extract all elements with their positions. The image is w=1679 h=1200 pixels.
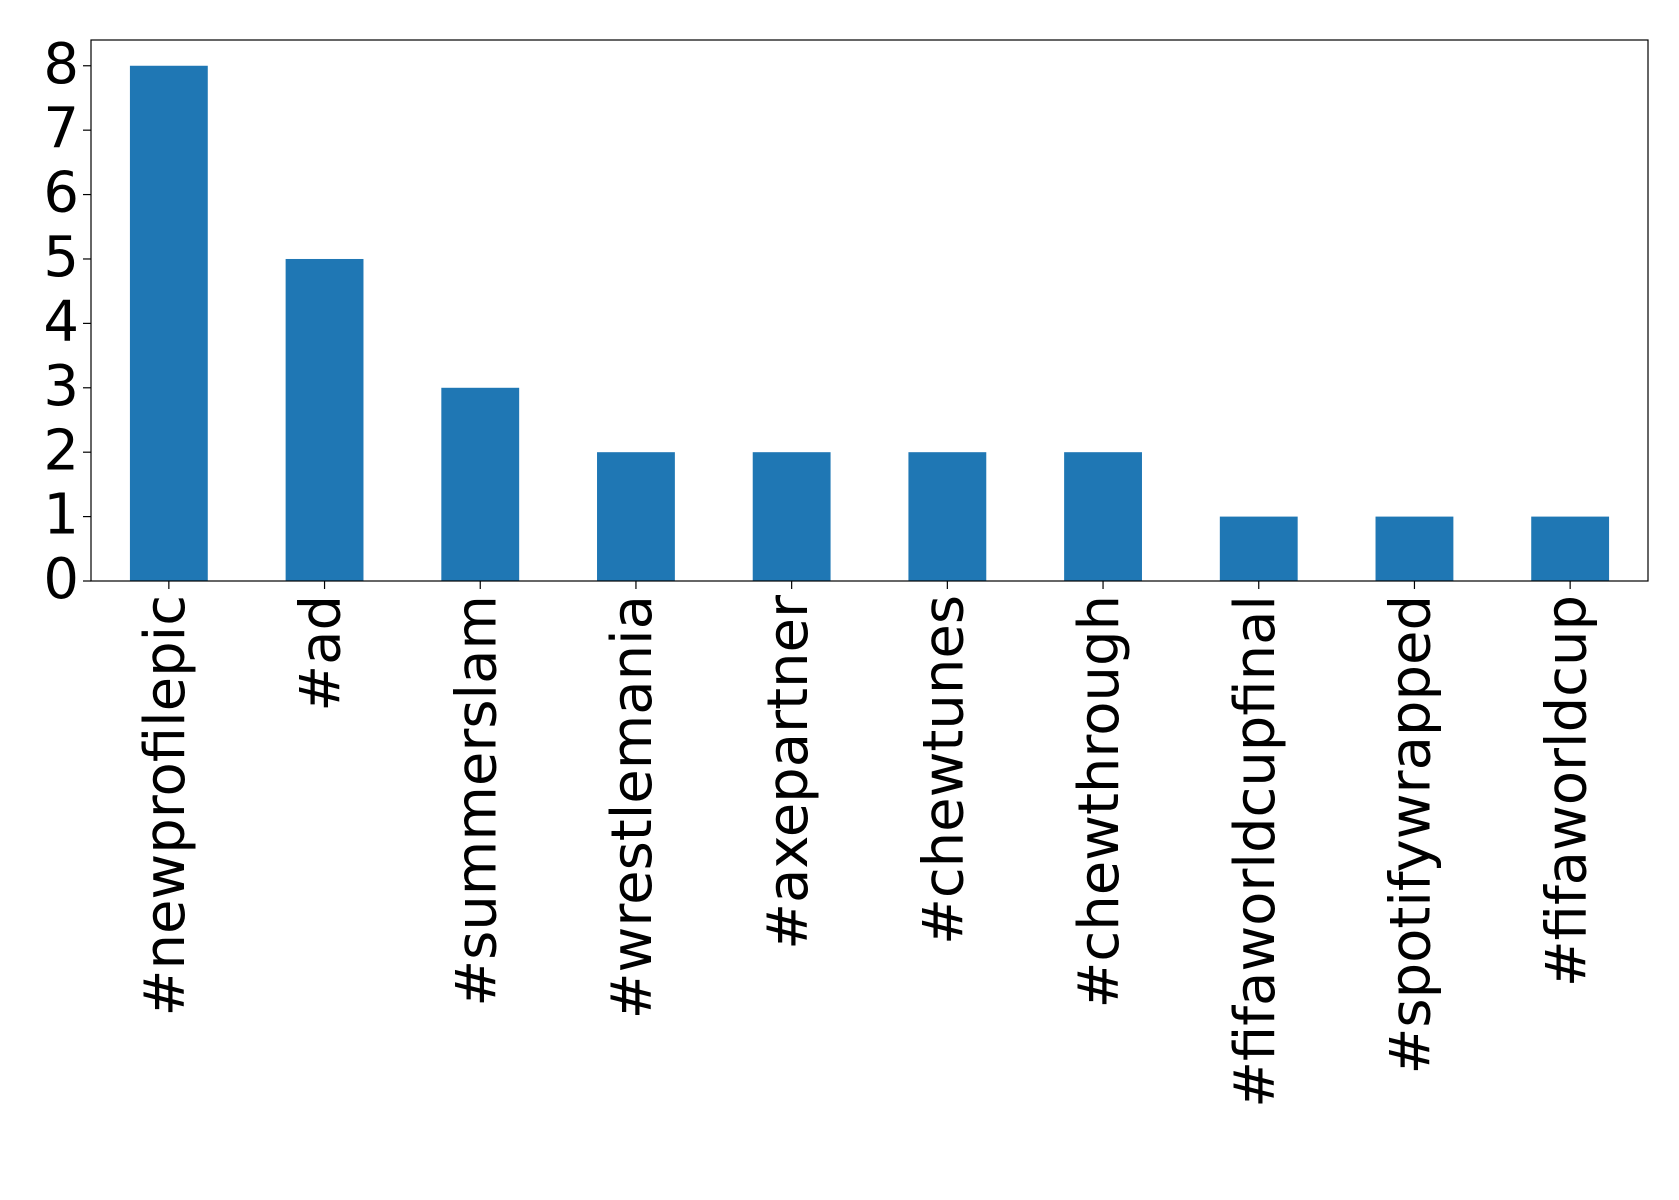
bar [129,65,208,581]
y-tick-label: 5 [43,225,79,290]
x-tick-label: #ad [289,595,354,712]
bar [1064,452,1142,581]
bar [1219,516,1298,581]
y-tick-label: 3 [43,354,79,419]
bar [908,452,987,581]
y-tick-label: 2 [43,418,79,483]
x-tick-label: #newprofilepic [133,595,198,1016]
y-tick-label: 8 [43,32,79,97]
bar [285,258,364,581]
bar [441,387,520,581]
x-tick-label: #wrestlemania [600,595,665,1019]
y-tick-label: 1 [43,483,79,548]
x-tick-label: #chewthrough [1067,595,1132,1009]
bar [752,452,831,581]
y-tick-label: 6 [43,161,79,226]
x-tick-label: #axepartner [756,594,821,950]
y-tick-label: 4 [43,290,79,355]
y-tick-label: 7 [43,96,79,161]
bar [597,452,675,581]
bar [1375,516,1454,581]
x-tick-label: #fifaworldcup [1534,595,1599,987]
bar [1531,516,1610,581]
y-tick-label: 0 [43,547,79,612]
plot-frame [90,39,1649,582]
x-tick-label: #fifaworldcupfinal [1223,595,1288,1108]
x-tick-label: #summerslam [444,595,509,1007]
x-tick-label: #chewtunes [911,595,976,945]
x-tick-label: #spotifywrapped [1379,595,1444,1075]
